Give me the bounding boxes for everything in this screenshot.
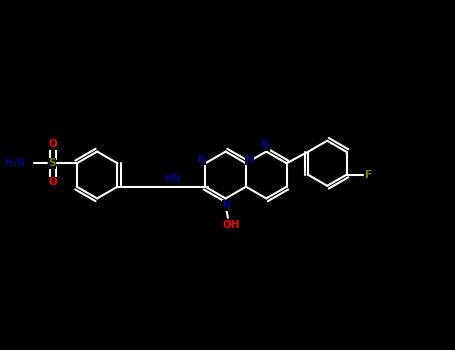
Text: N: N <box>222 200 230 210</box>
Text: O: O <box>49 139 57 149</box>
Text: H₂N: H₂N <box>5 158 25 168</box>
Text: O: O <box>49 177 57 187</box>
Text: N: N <box>246 155 253 164</box>
Text: F: F <box>365 169 372 180</box>
Text: N: N <box>198 155 206 164</box>
Text: N: N <box>262 140 269 150</box>
Text: HN: HN <box>165 174 181 184</box>
Text: OH: OH <box>222 220 240 230</box>
Text: S: S <box>48 158 56 168</box>
